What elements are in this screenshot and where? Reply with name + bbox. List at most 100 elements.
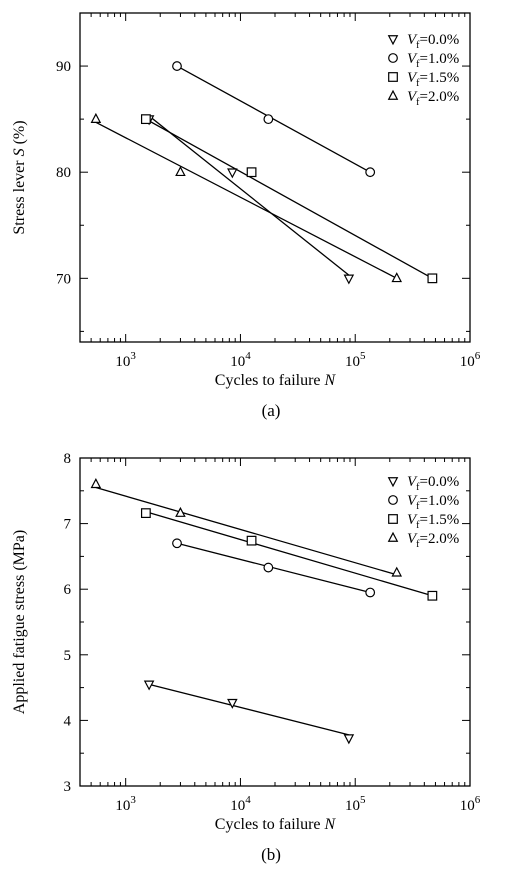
x-tick-label: 103 bbox=[115, 794, 136, 814]
legend-label-variable: V bbox=[407, 493, 418, 509]
data-point-triangle-down bbox=[343, 274, 355, 285]
y-tick-label: 6 bbox=[64, 582, 72, 598]
data-point-triangle-down bbox=[143, 680, 155, 691]
y-tick-label: 80 bbox=[56, 165, 71, 181]
data-point-triangle-up bbox=[90, 478, 102, 489]
data-point-triangle-up bbox=[175, 165, 186, 177]
y-tick-label: 7 bbox=[64, 517, 72, 533]
data-point-triangle-up bbox=[391, 272, 403, 283]
series-circle bbox=[172, 61, 376, 178]
series-square bbox=[140, 114, 438, 284]
x-tick-label-base: 10 bbox=[460, 798, 475, 814]
panel-label: (b) bbox=[261, 845, 281, 864]
y-axis-label: Stress lever S (%) bbox=[11, 120, 28, 234]
legend-label-value: =1.0% bbox=[420, 51, 460, 67]
data-point-triangle-down bbox=[227, 168, 238, 179]
x-axis-label-text: Cycles to failure bbox=[215, 816, 325, 833]
legend-label: Vf=2.0% bbox=[407, 531, 459, 550]
series-triangle-up bbox=[90, 112, 403, 283]
legend-marker-circle bbox=[388, 495, 398, 505]
fit-line bbox=[176, 65, 371, 173]
x-axis-label-variable: N bbox=[324, 372, 337, 389]
legend-marker-square bbox=[388, 514, 398, 524]
legend-label-subscript: f bbox=[416, 539, 420, 550]
x-tick-label-base: 10 bbox=[460, 354, 475, 370]
legend-label-subscript: f bbox=[416, 59, 420, 70]
data-point-square bbox=[427, 273, 438, 284]
legend-marker-triangle-up bbox=[387, 89, 399, 100]
fit-line bbox=[148, 115, 350, 276]
legend-label-subscript: f bbox=[416, 40, 420, 51]
legend-label: Vf=0.0% bbox=[407, 474, 459, 493]
x-tick-label-base: 10 bbox=[230, 798, 245, 814]
x-axis-label-text: Cycles to failure bbox=[215, 372, 325, 389]
legend-label-variable: V bbox=[407, 32, 418, 48]
y-axis-label-text: Applied fatigue stress (MPa) bbox=[11, 530, 28, 714]
x-tick-label-exponent: 6 bbox=[475, 794, 481, 806]
y-axis-label-variable: S bbox=[11, 148, 28, 160]
legend-label-variable: V bbox=[407, 474, 418, 490]
series-square bbox=[140, 508, 438, 601]
x-tick-label-base: 10 bbox=[115, 354, 130, 370]
data-point-square bbox=[427, 590, 438, 601]
legend-label: Vf=1.5% bbox=[407, 512, 459, 531]
x-tick-label: 103 bbox=[115, 350, 136, 370]
legend-label: Vf=2.0% bbox=[407, 89, 459, 108]
y-tick-label: 3 bbox=[64, 779, 72, 795]
fit-line bbox=[176, 542, 371, 594]
data-point-triangle-down bbox=[227, 698, 238, 709]
legend-label-variable: V bbox=[407, 512, 418, 528]
x-tick-label-exponent: 3 bbox=[130, 350, 136, 362]
legend-label-subscript: f bbox=[416, 97, 420, 108]
x-tick-label-base: 10 bbox=[345, 354, 360, 370]
legend-label-value: =0.0% bbox=[420, 474, 460, 490]
x-tick-label: 106 bbox=[460, 350, 481, 370]
fit-line bbox=[95, 486, 397, 576]
legend-label-variable: V bbox=[407, 70, 418, 86]
x-tick-label-base: 10 bbox=[115, 798, 130, 814]
series-triangle-up bbox=[90, 478, 403, 577]
y-axis-label: Applied fatigue stress (MPa) bbox=[11, 530, 28, 714]
data-point-circle bbox=[365, 587, 376, 598]
x-tick-label: 104 bbox=[230, 794, 251, 814]
x-tick-label-exponent: 4 bbox=[245, 794, 251, 806]
legend-label: Vf=1.0% bbox=[407, 51, 459, 70]
legend-label-subscript: f bbox=[416, 501, 420, 512]
data-point-circle bbox=[365, 167, 376, 178]
x-tick-label-exponent: 6 bbox=[475, 350, 481, 362]
legend-marker-square bbox=[388, 72, 398, 82]
data-point-circle bbox=[263, 114, 274, 125]
legend-label-subscript: f bbox=[416, 482, 420, 493]
legend-label-value: =1.5% bbox=[420, 512, 460, 528]
legend-label-value: =1.0% bbox=[420, 493, 460, 509]
series-circle bbox=[172, 538, 376, 598]
fit-line bbox=[145, 118, 433, 279]
legend-label-value: =2.0% bbox=[420, 89, 460, 105]
fit-line bbox=[148, 683, 350, 736]
panel-label: (a) bbox=[262, 401, 281, 420]
legend-label-value: =2.0% bbox=[420, 531, 460, 547]
y-tick-label: 70 bbox=[56, 271, 71, 287]
legend: Vf=0.0%Vf=1.0%Vf=1.5%Vf=2.0% bbox=[387, 32, 460, 108]
legend-label-variable: V bbox=[407, 89, 418, 105]
fit-line bbox=[95, 121, 398, 279]
data-point-circle bbox=[172, 538, 182, 549]
legend-label-subscript: f bbox=[416, 78, 420, 89]
data-point-triangle-down bbox=[343, 734, 355, 745]
legend-label-variable: V bbox=[407, 51, 418, 67]
y-axis-label-unit: (%) bbox=[11, 120, 28, 148]
legend-marker-triangle-up bbox=[387, 531, 399, 542]
y-tick-label: 5 bbox=[64, 648, 72, 664]
legend-label: Vf=0.0% bbox=[407, 32, 459, 51]
data-point-triangle-up bbox=[90, 112, 102, 123]
legend-marker-triangle-down bbox=[387, 35, 399, 46]
legend-label-subscript: f bbox=[416, 520, 420, 531]
legend-label: Vf=1.0% bbox=[407, 493, 459, 512]
legend-marker-circle bbox=[388, 53, 398, 63]
series-triangle-down bbox=[143, 680, 355, 745]
legend-marker-triangle-down bbox=[387, 477, 399, 488]
legend-label-value: =1.5% bbox=[420, 70, 460, 86]
y-tick-label: 4 bbox=[64, 713, 72, 729]
